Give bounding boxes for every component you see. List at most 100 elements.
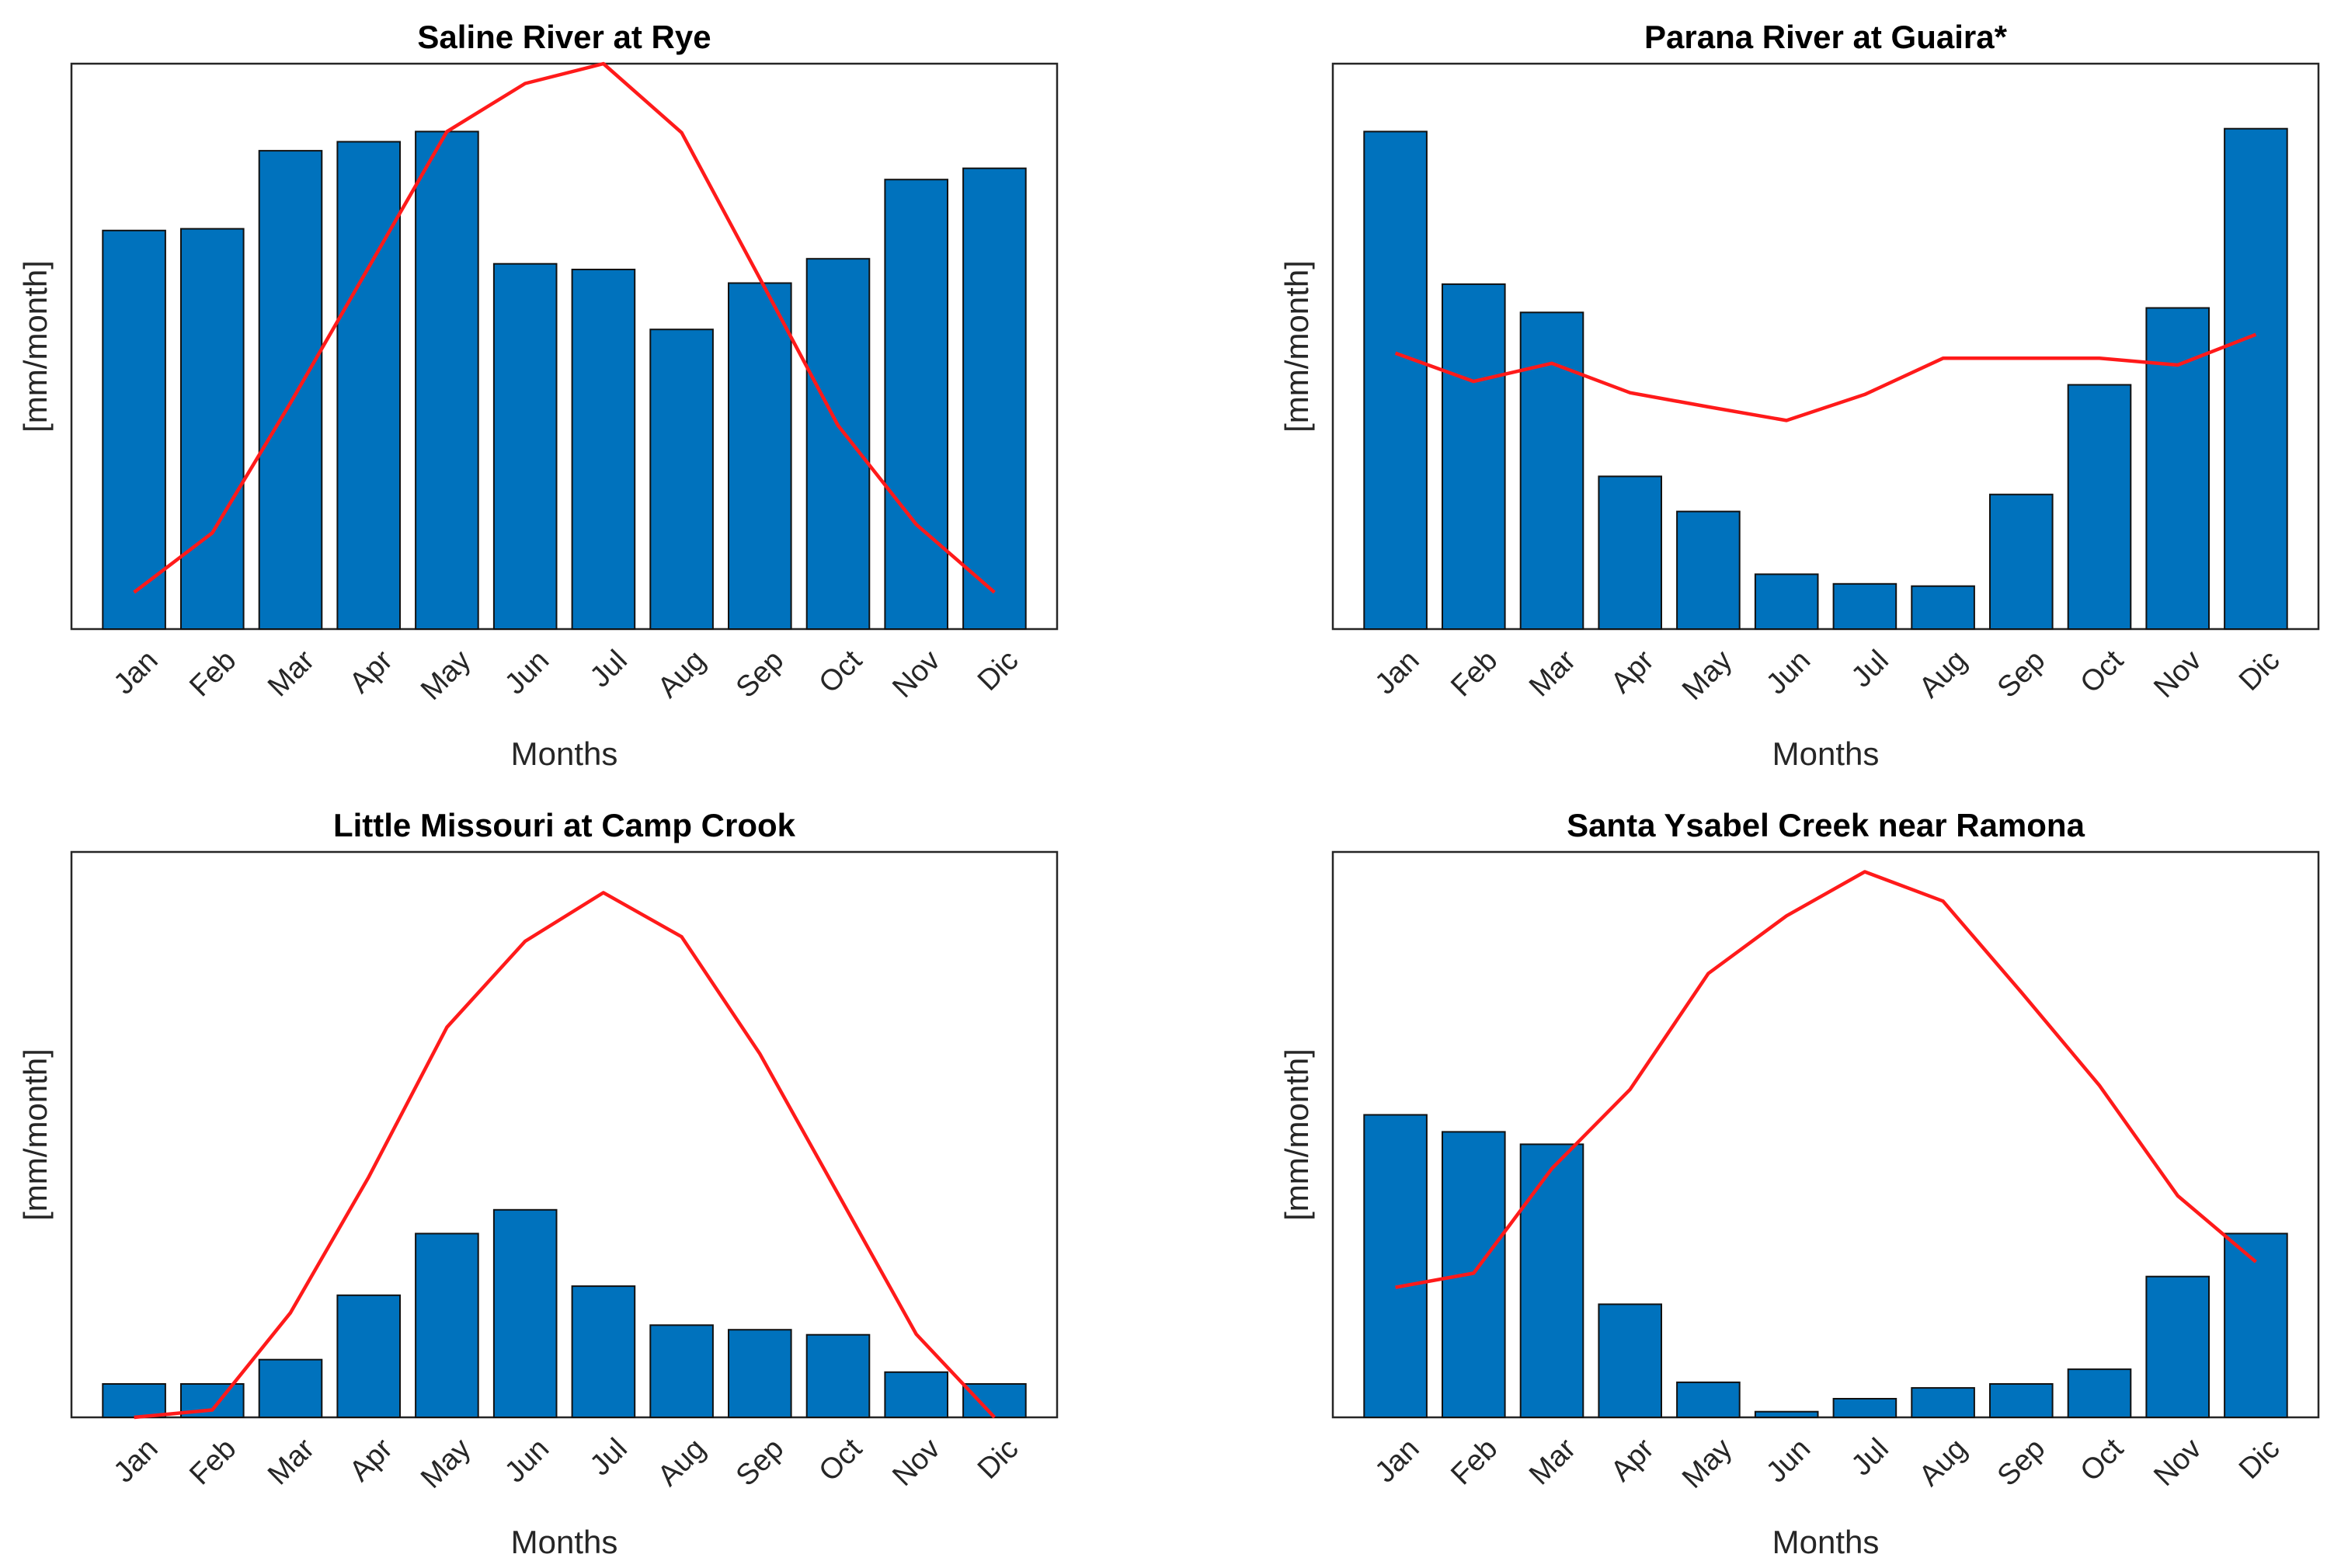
x-tick-label: Nov	[886, 644, 946, 704]
bar-jun	[492, 262, 558, 630]
x-tick-label: Jan	[108, 644, 165, 701]
x-axis-label: Months	[511, 1524, 618, 1560]
bar-nov	[884, 179, 949, 630]
x-tick-label: Apr	[1605, 1432, 1661, 1488]
x-tick-label: May	[1676, 644, 1738, 706]
x-tick-label: Apr	[343, 644, 399, 700]
bar-aug	[1911, 1387, 1975, 1418]
bar-aug	[649, 329, 714, 630]
y-axis-label: [mm/month]	[1278, 260, 1315, 433]
y-axis-label: [mm/month]	[1278, 1048, 1315, 1221]
bar-may	[1676, 510, 1741, 630]
bar-sep	[728, 1329, 792, 1418]
bar-jul	[1832, 582, 1897, 630]
x-tick-label: Sep	[1991, 644, 2052, 704]
x-tick-label: Nov	[886, 1432, 946, 1492]
x-tick-label: Oct	[2075, 644, 2131, 700]
bar-apr	[336, 141, 401, 630]
x-tick-label: May	[1676, 1432, 1738, 1494]
x-tick-label: Mar	[262, 1432, 321, 1491]
line-series	[1394, 332, 2257, 422]
bar-jan	[102, 1383, 166, 1418]
bar-jan	[1363, 1114, 1428, 1418]
bar-oct	[2067, 1368, 2132, 1418]
bar-jan	[1363, 130, 1428, 630]
bar-jun	[492, 1208, 558, 1419]
bar-sep	[728, 282, 792, 630]
bar-mar	[258, 150, 323, 631]
subplot-panels: Jan Feb Mar Apr May Jun Jul Aug Sep Oct Nov Dic Sali…	[17, 19, 2320, 1560]
x-tick-label: Jan	[1369, 1432, 1426, 1489]
bar-feb	[180, 228, 245, 631]
x-tick-labels: Jan Feb Mar Apr May Jun Jul Aug Sep Oct Nov Dic	[108, 1432, 1025, 1495]
x-tick-label: Jul	[1845, 644, 1895, 694]
x-tick-label: Jan	[108, 1432, 165, 1489]
x-tick-labels: Jan Feb Mar Apr May Jun Jul Aug Sep Oct Nov Dic	[108, 644, 1025, 707]
chart-title: Saline River at Rye	[417, 19, 711, 55]
bar-jun	[1754, 573, 1819, 631]
x-tick-label: May	[415, 644, 477, 706]
bar-dic	[2224, 127, 2288, 630]
bar-series	[1363, 127, 2288, 631]
line-series	[134, 891, 997, 1420]
axes-frame	[70, 850, 1059, 1419]
bar-apr	[1598, 1303, 1662, 1419]
x-tick-label: Jul	[584, 644, 634, 694]
x-tick-label: Aug	[652, 644, 712, 704]
x-tick-label: Dic	[972, 644, 1025, 697]
bar-mar	[1519, 311, 1584, 630]
chart-title: Santa Ysabel Creek near Ramona	[1567, 807, 2085, 843]
bar-apr	[336, 1294, 401, 1419]
x-tick-label: Aug	[652, 1432, 712, 1493]
bar-jul	[571, 269, 636, 630]
bar-aug	[649, 1324, 714, 1419]
bar-oct	[805, 258, 871, 630]
bar-feb	[1442, 283, 1506, 630]
x-tick-label: Mar	[1523, 644, 1582, 703]
x-tick-label: Feb	[1445, 644, 1504, 703]
x-tick-label: Oct	[813, 644, 869, 700]
bar-may	[415, 130, 479, 630]
bar-oct	[2067, 384, 2132, 630]
bar-jun	[1754, 1410, 1819, 1418]
chart-title: Little Missouri at Camp Crook	[333, 807, 796, 843]
bar-dic	[2224, 1232, 2288, 1419]
x-tick-label: Sep	[730, 644, 791, 704]
bar-series	[102, 1208, 1027, 1419]
x-tick-label: Oct	[2075, 1432, 2131, 1488]
x-tick-label: Oct	[813, 1432, 869, 1488]
y-axis-label: [mm/month]	[17, 1048, 54, 1221]
bar-apr	[1598, 475, 1662, 631]
x-tick-label: Sep	[1991, 1432, 2052, 1493]
x-tick-label: Mar	[1523, 1432, 1582, 1491]
x-axis-label: Months	[1772, 735, 1880, 772]
bar-nov	[2145, 1275, 2210, 1418]
x-tick-label: Apr	[1605, 644, 1661, 700]
bar-mar	[1519, 1143, 1584, 1419]
x-tick-label: Feb	[183, 1432, 242, 1491]
x-tick-label: May	[415, 1432, 477, 1494]
line-series	[1395, 870, 2257, 1289]
x-tick-label: Jul	[1845, 1432, 1895, 1482]
line-series	[133, 61, 996, 594]
bar-nov	[884, 1371, 949, 1419]
x-tick-label: Sep	[730, 1432, 791, 1493]
bar-jul	[571, 1285, 636, 1418]
bar-aug	[1911, 585, 1975, 631]
bar-may	[1676, 1381, 1741, 1419]
x-tick-label: Nov	[2148, 1432, 2207, 1492]
bar-nov	[2145, 307, 2210, 630]
y-axis-label: [mm/month]	[17, 260, 54, 433]
bar-sep	[1989, 493, 2054, 631]
x-tick-label: Aug	[1913, 1432, 1974, 1493]
subplot-3: Jan Feb Mar Apr May Jun Jul Aug Sep Oct Nov Dic Litt…	[17, 807, 1059, 1560]
bar-dic	[962, 1383, 1027, 1418]
subplot-4: Jan Feb Mar Apr May Jun Jul Aug Sep Oct Nov Dic Sant…	[1278, 807, 2320, 1560]
x-tick-label: Dic	[972, 1432, 1025, 1486]
bar-oct	[805, 1333, 871, 1418]
x-tick-label: Dic	[2233, 644, 2287, 697]
x-tick-label: Jun	[499, 1432, 555, 1489]
bar-sep	[1989, 1383, 2054, 1418]
bar-dic	[962, 167, 1027, 630]
x-tick-label: Feb	[183, 644, 242, 703]
